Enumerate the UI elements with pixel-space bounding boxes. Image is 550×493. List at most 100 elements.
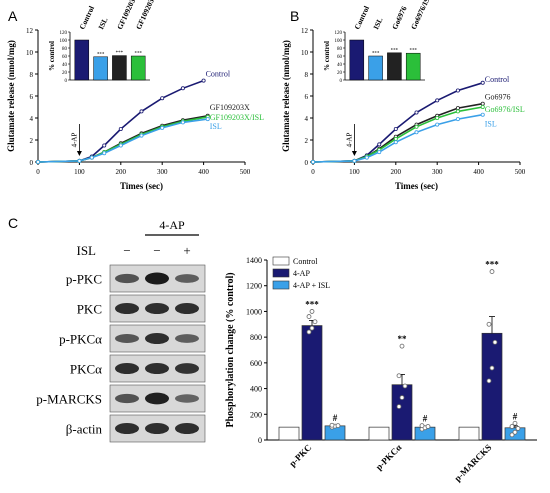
inset-bar [112,55,127,81]
x-axis-label: Times (sec) [120,181,163,191]
bar [368,426,390,441]
data-point [309,309,315,314]
blot-row-label: PKC [77,302,102,317]
inset-category-label: ISL [96,16,109,31]
y-tick-label: 0 [30,159,34,167]
data-point [312,319,318,325]
inset-category-label: ISL [371,16,384,31]
data-point [329,422,335,428]
data-point [399,343,405,349]
series-label: GF109203X [210,103,250,112]
inset-y-tick-label: 120 [60,31,68,36]
blot-band [175,302,199,315]
series-point [455,106,460,111]
bar [391,384,413,441]
inset-y-tick-label: 120 [335,31,343,36]
series-line [37,118,208,163]
series-point [480,105,485,110]
treatment-label: 4-AP [159,218,185,232]
blot-band [145,422,169,435]
inset-y-tick-label: 0 [65,79,68,84]
x-tick-label: 500 [515,168,526,176]
inset-category-label: Go6976 [390,5,409,31]
series-point [455,109,460,114]
legend-swatch [272,256,290,266]
x-tick-label: 100 [349,168,360,176]
series-label: ISL [485,120,497,129]
x-tick-label: 400 [473,168,484,176]
series-label: Control [485,75,510,84]
inset-significance: *** [97,52,105,57]
category-label: p-PKCα [374,442,404,472]
series-point [77,158,82,163]
inset-bar [349,39,365,81]
inset-bar [405,52,421,81]
x-tick-label: 300 [432,168,443,176]
significance-mark: *** [485,260,499,270]
y-tick-label: 8 [305,71,309,79]
annotation-arrowhead [351,151,357,156]
bar [301,325,323,441]
western-blot: 4-AP ISL − − + p-PKC PKC p-PKCα PKCα p-MARCKS β-ac… [36,218,206,443]
inset-y-tick-label: 100 [335,39,343,44]
series-label: Go6976/ISL [485,105,525,114]
series-point [393,136,398,141]
series-point [393,127,398,132]
inset-y-tick-label: 80 [62,47,68,52]
y-tick-label: 6 [30,93,34,101]
y-tick-label: 600 [250,359,262,368]
series-point [118,127,123,132]
series-point [160,96,165,101]
y-tick-label: 12 [301,27,309,35]
series-point [180,120,185,125]
data-point [306,314,312,319]
data-point [396,373,402,379]
inset-category-label: GF109203X/ISL [134,0,164,31]
annotation-label: 4-AP [70,133,78,148]
category-label: p-PKC [287,442,313,468]
isl-sign: − [123,243,130,258]
significance-mark: # [333,413,338,423]
series-line [312,82,483,163]
blot-row-label: β-actin [66,422,103,437]
series-point [435,116,440,121]
blot-band [115,273,139,284]
series-point [205,117,210,122]
series-point [36,159,41,164]
series-point [414,110,419,115]
inset-significance: *** [134,52,142,57]
annotation-label: 4-AP [345,133,353,148]
x-tick-label: 200 [116,168,127,176]
series-point [89,155,94,160]
inset-y-tick-label: 60 [337,55,343,60]
x-tick-label: 0 [36,168,40,176]
data-point [486,378,492,384]
significance-mark: # [513,411,518,421]
inset-bar [368,55,383,81]
inset-y-tick-label: 40 [62,63,68,68]
isl-sign: − [153,243,160,258]
blot-band [115,302,139,315]
inset-y-tick-label: 0 [340,79,343,84]
category-label: p-MARCKS [452,442,493,483]
blot-band [175,363,199,374]
legend-label: Control [293,257,318,266]
y-tick-label: 400 [250,385,262,394]
blot-row-label: PKCα [70,362,102,377]
legend-label: 4-AP + ISL [293,281,330,290]
y-tick-label: 10 [26,49,34,57]
legend-swatch [272,268,290,278]
annotation-arrowhead [76,151,82,156]
y-tick-label: 6 [305,93,309,101]
series-line [312,106,483,163]
y-axis-label: Glutamate release (nmol/mg) [281,40,291,152]
inset-y-tick-label: 60 [62,55,68,60]
blot-row-label: p-MARCKS [36,392,102,407]
data-point [509,424,515,429]
x-tick-label: 500 [240,168,251,176]
data-point [492,339,498,345]
data-point [425,424,431,429]
data-point [489,365,495,371]
bar [278,426,300,441]
